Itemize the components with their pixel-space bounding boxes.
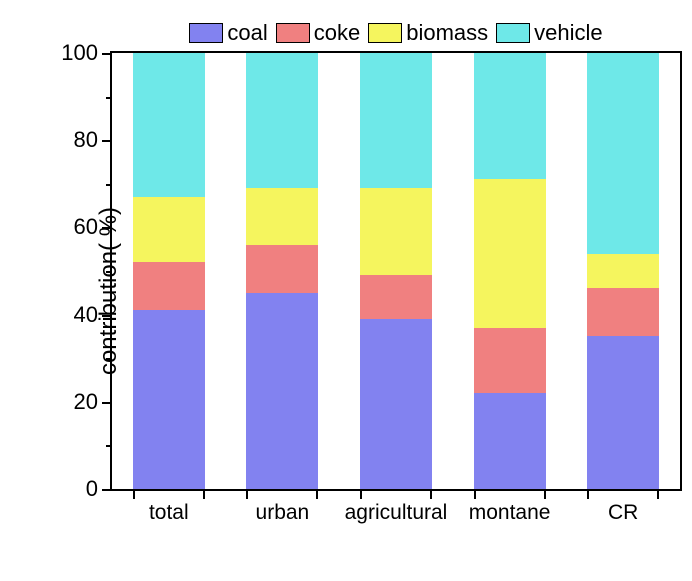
legend-item-biomass: biomass xyxy=(368,20,488,46)
bar-segment-coal xyxy=(587,336,659,489)
x-tick xyxy=(316,489,318,499)
y-tick-label: 60 xyxy=(74,214,98,240)
bar-segment-biomass xyxy=(474,179,546,327)
legend-swatch xyxy=(276,23,310,43)
x-tick-label: agricultural xyxy=(345,501,448,525)
y-tick-minor xyxy=(106,97,112,99)
bar-segment-coal xyxy=(246,293,318,489)
y-tick-label: 0 xyxy=(86,476,98,502)
x-tick xyxy=(203,489,205,499)
x-tick-label: montane xyxy=(469,501,551,525)
bar-segment-vehicle xyxy=(474,53,546,179)
bar-segment-coke xyxy=(587,288,659,336)
y-tick xyxy=(102,227,112,229)
y-tick-minor xyxy=(106,271,112,273)
bar-segment-biomass xyxy=(246,188,318,245)
x-tick xyxy=(657,489,659,499)
bar-segment-coke xyxy=(360,275,432,319)
chart-container: coalcokebiomassvehicle contribution( %) … xyxy=(20,20,692,561)
y-tick xyxy=(102,140,112,142)
bar-group-CR: CR xyxy=(587,53,659,489)
legend-label: biomass xyxy=(406,20,488,46)
plot-area: totalurbanagriculturalmontaneCR 02040608… xyxy=(110,51,682,491)
y-tick-minor xyxy=(106,184,112,186)
legend-item-coal: coal xyxy=(189,20,267,46)
bar-segment-coke xyxy=(474,328,546,393)
x-tick xyxy=(430,489,432,499)
legend-label: coal xyxy=(227,20,267,46)
y-tick xyxy=(102,489,112,491)
bar-group-total: total xyxy=(133,53,205,489)
y-tick xyxy=(102,53,112,55)
y-tick xyxy=(102,402,112,404)
legend-item-vehicle: vehicle xyxy=(496,20,602,46)
legend-swatch xyxy=(189,23,223,43)
y-tick-label: 100 xyxy=(61,40,98,66)
legend-swatch xyxy=(496,23,530,43)
bar-segment-biomass xyxy=(360,188,432,275)
legend-label: vehicle xyxy=(534,20,602,46)
x-tick xyxy=(474,489,476,499)
bar-segment-vehicle xyxy=(360,53,432,188)
x-tick xyxy=(133,489,135,499)
bars-row: total urban agricultural montane CR xyxy=(112,53,680,489)
x-tick xyxy=(360,489,362,499)
x-tick xyxy=(246,489,248,499)
bar-segment-vehicle xyxy=(587,53,659,254)
bar-segment-coke xyxy=(246,245,318,293)
x-tick-label: total xyxy=(149,501,189,525)
bar-group-urban: urban xyxy=(246,53,318,489)
y-tick-label: 20 xyxy=(74,389,98,415)
y-tick-minor xyxy=(106,358,112,360)
y-tick xyxy=(102,315,112,317)
legend-swatch xyxy=(368,23,402,43)
x-tick-label: urban xyxy=(256,501,310,525)
x-tick-label: CR xyxy=(608,501,638,525)
bar-segment-biomass xyxy=(587,254,659,289)
bar-segment-coal xyxy=(360,319,432,489)
y-tick-minor xyxy=(106,445,112,447)
bar-segment-biomass xyxy=(133,197,205,262)
bar-segment-vehicle xyxy=(133,53,205,197)
y-tick-label: 80 xyxy=(74,127,98,153)
y-tick-label: 40 xyxy=(74,302,98,328)
legend-label: coke xyxy=(314,20,360,46)
bar-segment-vehicle xyxy=(246,53,318,188)
bar-group-agricultural: agricultural xyxy=(360,53,432,489)
x-tick xyxy=(544,489,546,499)
bar-segment-coke xyxy=(133,262,205,310)
bar-group-montane: montane xyxy=(474,53,546,489)
bar-segment-coal xyxy=(474,393,546,489)
bar-segment-coal xyxy=(133,310,205,489)
legend: coal coke biomass vehicle xyxy=(20,20,692,51)
x-tick xyxy=(587,489,589,499)
legend-item-coke: coke xyxy=(276,20,360,46)
